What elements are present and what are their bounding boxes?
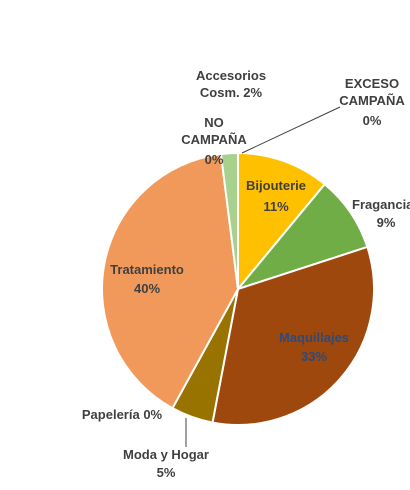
data-label-exceso-campana-pct: 0% — [363, 113, 382, 128]
data-label-moda-y-hogar-name: Moda y Hogar — [123, 447, 209, 462]
data-label-no-campana-name: NO — [204, 115, 224, 130]
leader-line-exceso-campana — [241, 106, 341, 154]
data-label-bijouterie-name: Bijouterie — [246, 178, 306, 193]
data-label-maquillajes-pct: 33% — [301, 349, 327, 364]
pie-slice-tratamiento — [101, 152, 240, 410]
data-label-no-campana-name2: CAMPAÑA — [181, 132, 247, 147]
data-label-accesorios-cosm-pct: Cosm. 2% — [200, 85, 263, 100]
data-label-bijouterie-pct: 11% — [263, 199, 289, 214]
pie-slice-bijouterie — [237, 151, 327, 292]
pie-slice-accesorios-cosm — [219, 151, 239, 290]
pie-slices — [101, 151, 375, 426]
data-label-maquillajes-name: Maquillajes — [279, 330, 349, 345]
data-label-papeleria: Papelería 0% — [82, 407, 163, 422]
pie-labels: Accesorios Cosm. 2% NO CAMPAÑA 0% EXCESO… — [82, 68, 410, 480]
data-label-fragancias-pct: 9% — [377, 215, 396, 230]
data-label-tratamiento-name: Tratamiento — [110, 262, 184, 277]
data-label-exceso-campana-name: EXCESO — [345, 76, 399, 91]
data-label-fragancias-name: Fragancias — [352, 197, 410, 212]
data-label-tratamiento-pct: 40% — [134, 281, 160, 296]
data-label-moda-y-hogar-pct: 5% — [157, 465, 176, 480]
data-label-exceso-campana-name2: CAMPAÑA — [339, 93, 405, 108]
pie-slice-maquillajes — [211, 245, 375, 426]
leader-lines — [185, 106, 341, 447]
data-label-no-campana-pct: 0% — [205, 152, 224, 167]
data-label-accesorios-cosm-name: Accesorios — [196, 68, 266, 83]
